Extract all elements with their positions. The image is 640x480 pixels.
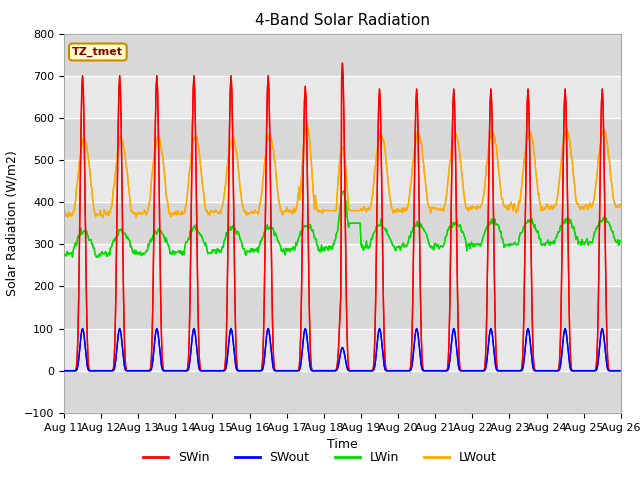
Bar	[64, 328, 621, 371]
Bar	[64, 76, 621, 118]
Bar	[64, 287, 621, 328]
Bar	[64, 202, 621, 244]
Bar	[64, 160, 621, 202]
Legend: SWin, SWout, LWin, LWout: SWin, SWout, LWin, LWout	[138, 446, 502, 469]
Bar	[64, 244, 621, 287]
Bar	[64, 118, 621, 160]
Text: TZ_tmet: TZ_tmet	[72, 47, 124, 57]
Bar	[64, 34, 621, 76]
Title: 4-Band Solar Radiation: 4-Band Solar Radiation	[255, 13, 430, 28]
Bar	[64, 371, 621, 413]
Y-axis label: Solar Radiation (W/m2): Solar Radiation (W/m2)	[5, 150, 19, 296]
X-axis label: Time: Time	[327, 438, 358, 451]
